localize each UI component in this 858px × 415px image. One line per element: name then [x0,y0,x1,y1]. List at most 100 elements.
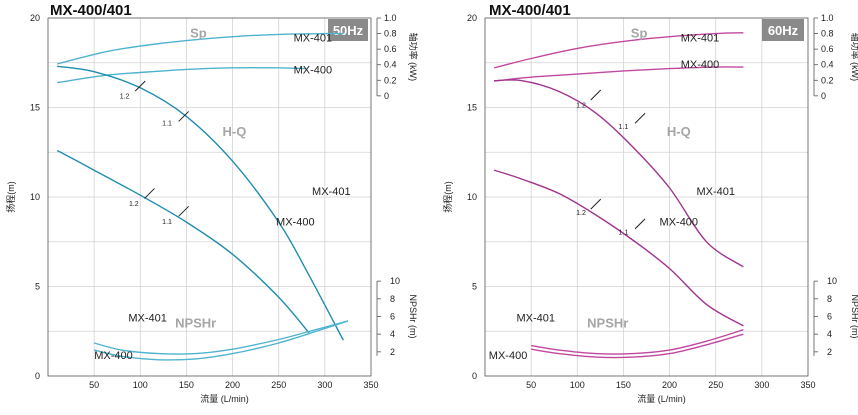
power-curve-label: Sp [190,26,207,41]
head-tick-label: 5 [472,282,477,292]
x-tick-label: 150 [616,380,631,390]
x-axis-label: 流量 (L/min) [637,393,686,404]
npsh-axis-label: NPSHr (m) [850,294,858,338]
impeller-diameter-mark [634,112,646,124]
head-series-label: MX-401 [312,186,351,198]
power-series-label: MX-401 [294,32,333,44]
npsh-curve-label: NPSHr [175,316,216,331]
head-curve-mx-400 [493,169,744,327]
npsh-series-label: MX-400 [94,350,133,362]
power-tick-label: 0 [821,91,826,101]
head-curve-mx-400 [56,149,310,334]
npsh-tick-label: 6 [390,311,395,321]
x-tick-label: 50 [89,380,99,390]
frequency-badge-label: 50Hz [333,23,364,38]
npsh-series-label: MX-401 [516,312,555,324]
npsh-curve-label: NPSHr [587,316,628,331]
impeller-diameter-mark [590,89,602,101]
power-tick-label: 0.8 [821,29,834,39]
x-tick-label: 100 [133,380,148,390]
x-tick-label: 350 [800,380,815,390]
power-series-label: MX-401 [681,32,720,44]
npsh-curve-mx-400 [530,333,744,359]
power-tick-label: 0.2 [384,75,397,85]
impeller-diameter-mark [144,188,155,199]
plot-frame [484,17,809,377]
impeller-diameter-mark [634,218,646,230]
frequency-badge [762,19,804,41]
power-tick-label: 0.4 [384,60,397,70]
x-tick-label: 100 [570,380,585,390]
impeller-diameter-mark [134,80,146,92]
npsh-series-label: MX-401 [128,312,167,324]
npsh-tick-label: 8 [390,294,395,304]
head-tick-label: 20 [30,13,40,23]
x-tick-label: 50 [526,380,536,390]
impeller-diameter-mark [178,111,190,122]
power-curve-mx-401 [494,32,744,69]
power-tick-label: 0 [384,91,389,101]
plot-frame [47,17,372,377]
power-tick-label: 0.4 [821,60,834,70]
x-tick-label: 350 [363,380,378,390]
head-tick-label: 5 [35,282,40,292]
npsh-tick-label: 2 [390,347,395,357]
x-tick-label: 200 [662,380,677,390]
power-tick-label: 0.6 [384,44,397,54]
head-tick-label: 10 [467,192,477,202]
impeller-diameter-mark [590,198,602,210]
impeller-ratio-label: 1.1 [619,230,629,237]
head-tick-label: 10 [30,192,40,202]
impeller-ratio-label: 1.2 [576,103,586,110]
npsh-curve-mx-401 [93,320,349,355]
npsh-curve-mx-400 [93,320,349,361]
x-tick-label: 300 [754,380,769,390]
power-series-label: MX-400 [294,64,333,76]
power-tick-label: 0.2 [821,75,834,85]
impeller-ratio-label: 1.2 [129,201,139,208]
npsh-curve-mx-401 [530,329,744,355]
head-axis-label: 扬程(m) [442,181,453,213]
power-curve-label: Sp [631,26,648,41]
head-curve-label: H-Q [222,124,246,139]
x-axis-label: 流量 (L/min) [200,393,249,404]
frequency-badge-label: 60Hz [768,23,799,38]
head-axis-label: 扬程(m) [5,181,16,213]
npsh-tick-label: 4 [827,329,832,339]
head-tick-label: 20 [467,13,477,23]
head-curve-mx-401 [57,65,344,341]
impeller-ratio-label: 1.1 [162,120,172,127]
head-curve-mx-401 [494,79,744,268]
npsh-tick-label: 10 [827,276,837,286]
x-tick-label: 250 [271,380,286,390]
impeller-ratio-label: 1.2 [120,94,130,101]
power-tick-label: 0.8 [384,29,397,39]
head-series-label: MX-401 [696,186,735,198]
power-curve-mx-400 [57,66,307,84]
power-curve-mx-400 [494,66,744,82]
npsh-tick-label: 6 [827,311,832,321]
head-curve-label: H-Q [667,124,691,139]
frequency-badge [328,19,368,41]
chart-title: MX-400/401 [50,2,132,19]
x-tick-label: 300 [317,380,332,390]
power-tick-label: 1.0 [821,13,834,23]
power-tick-label: 1.0 [384,13,397,23]
x-tick-label: 250 [708,380,723,390]
impeller-ratio-label: 1.2 [576,210,586,217]
power-axis-label: 轴功率 (kW) [850,33,858,81]
impeller-diameter-mark [178,205,190,217]
head-tick-label: 0 [472,371,477,381]
power-curve-mx-401 [57,32,344,65]
npsh-tick-label: 10 [390,276,400,286]
npsh-tick-label: 8 [827,294,832,304]
head-tick-label: 15 [30,103,40,113]
head-tick-label: 0 [35,371,40,381]
power-axis-label: 轴功率 (kW) [408,33,419,81]
npsh-tick-label: 4 [390,329,395,339]
power-series-label: MX-400 [681,59,720,71]
